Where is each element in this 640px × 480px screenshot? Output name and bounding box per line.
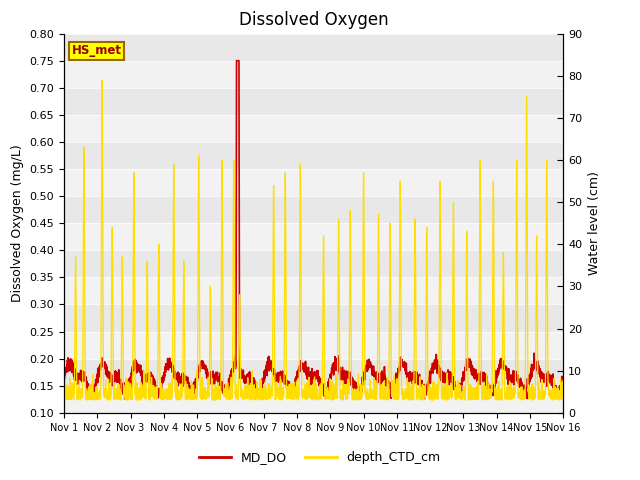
Bar bbox=[64, 115, 563, 142]
Y-axis label: Water level (cm): Water level (cm) bbox=[588, 171, 601, 275]
Bar bbox=[64, 223, 563, 250]
Bar bbox=[64, 88, 563, 115]
Text: HS_met: HS_met bbox=[72, 45, 122, 58]
Bar bbox=[64, 359, 563, 386]
Bar bbox=[64, 332, 563, 359]
Bar bbox=[64, 304, 563, 332]
Bar bbox=[64, 60, 563, 88]
Y-axis label: Dissolved Oxygen (mg/L): Dissolved Oxygen (mg/L) bbox=[11, 144, 24, 302]
Bar bbox=[64, 34, 563, 60]
Bar bbox=[64, 250, 563, 277]
Bar bbox=[64, 169, 563, 196]
Bar bbox=[64, 277, 563, 304]
Title: Dissolved Oxygen: Dissolved Oxygen bbox=[239, 11, 388, 29]
Bar bbox=[64, 142, 563, 169]
Legend: MD_DO, depth_CTD_cm: MD_DO, depth_CTD_cm bbox=[195, 446, 445, 469]
Bar bbox=[64, 386, 563, 413]
Bar bbox=[64, 196, 563, 223]
